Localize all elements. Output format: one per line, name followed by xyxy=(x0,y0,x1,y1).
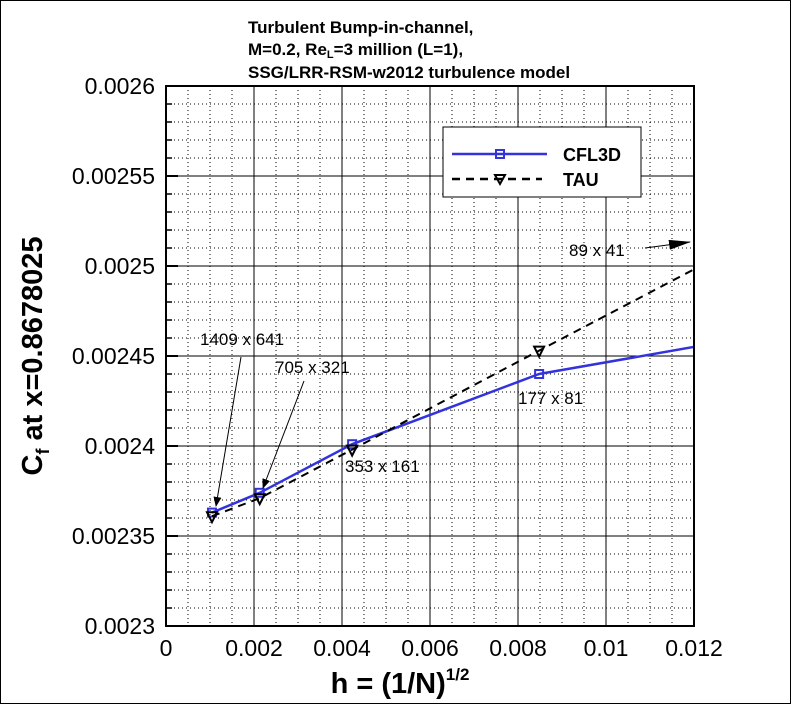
data-point-tau xyxy=(532,345,546,359)
title-line-1: Turbulent Bump-in-channel, xyxy=(248,18,473,37)
annotations: 1409 x 641 705 x 321 353 x 161 177 x 81 … xyxy=(200,239,691,507)
series-group xyxy=(205,268,694,525)
x-tick-label: 0.004 xyxy=(313,635,371,661)
data-point-tau xyxy=(253,493,267,507)
data-point-tau xyxy=(345,444,359,458)
y-tick-label: 0.00245 xyxy=(72,343,155,369)
grid xyxy=(165,85,695,627)
y-tick-label: 0.0025 xyxy=(85,253,155,279)
x-tick-label: 0.01 xyxy=(584,635,629,661)
legend: CFL3D TAU xyxy=(442,126,642,198)
annotation-1409x641: 1409 x 641 xyxy=(200,330,284,349)
title-line-2: M=0.2, ReL=3 million (L=1), xyxy=(248,40,463,61)
y-tick-label: 0.0026 xyxy=(85,73,155,99)
x-tick-label: 0.012 xyxy=(665,635,723,661)
chart-title: Turbulent Bump-in-channel, M=0.2, ReL=3 … xyxy=(248,18,570,82)
annotation-705x321: 705 x 321 xyxy=(275,358,350,377)
x-tick-label: 0.006 xyxy=(401,635,459,661)
data-point-cfl3d xyxy=(254,487,265,498)
x-tick-label: 0.008 xyxy=(489,635,547,661)
ticks: 0 0.002 0.004 0.006 0.008 0.01 0.012 0.0023 0.00… xyxy=(72,73,723,661)
annotation-89x41: 89 x 41 xyxy=(569,241,625,260)
y-tick-label: 0.0024 xyxy=(85,433,156,459)
y-tick-label: 0.00235 xyxy=(72,523,155,549)
x-tick-label: 0 xyxy=(160,635,173,661)
annotation-arrow-705x321 xyxy=(262,380,305,489)
data-point-cfl3d xyxy=(534,369,545,379)
annotation-arrow-89x41 xyxy=(644,239,691,250)
x-axis-label: h = (1/N)1/2 xyxy=(331,665,470,700)
y-tick-label: 0.0023 xyxy=(85,613,155,639)
legend-label-tau: TAU xyxy=(563,170,599,190)
annotation-353x161: 353 x 161 xyxy=(345,457,420,476)
legend-marker-tau xyxy=(493,174,507,187)
y-axis-label: Cf at x=0.8678025 xyxy=(17,236,53,475)
legend-box xyxy=(442,126,642,198)
series-line-cfl3d xyxy=(211,345,694,514)
data-point-tau xyxy=(205,511,219,525)
series-line-tau xyxy=(211,268,694,518)
annotation-177x81: 177 x 81 xyxy=(518,389,583,408)
legend-label-cfl3d: CFL3D xyxy=(563,145,621,165)
data-point-cfl3d xyxy=(347,439,358,450)
annotation-arrow-1409x641 xyxy=(213,356,242,507)
title-line-3: SSG/LRR-RSM-w2012 turbulence model xyxy=(248,63,570,82)
legend-marker-cfl3d xyxy=(495,149,505,159)
x-tick-label: 0.002 xyxy=(225,635,283,661)
y-tick-label: 0.00255 xyxy=(72,163,155,189)
